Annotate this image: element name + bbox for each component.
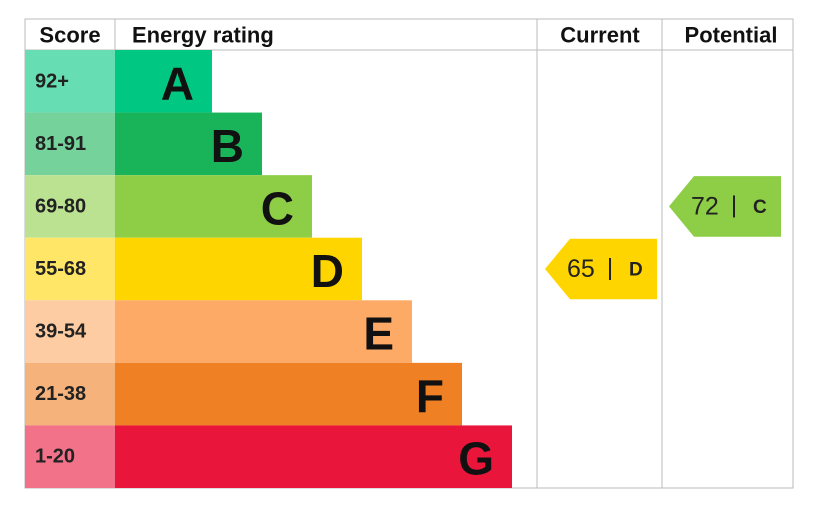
score-label: 21-38 (35, 383, 86, 405)
score-cell (25, 237, 115, 301)
score-label: 39-54 (35, 321, 87, 343)
current-letter: D (629, 260, 643, 281)
score-label: 55-68 (35, 258, 86, 280)
rating-bar (115, 175, 312, 238)
rating-letter: F (416, 370, 444, 422)
current-value: 65 (567, 255, 595, 283)
score-cell (25, 362, 115, 426)
score-label: 92+ (35, 70, 69, 92)
score-cell (25, 50, 115, 113)
score-cell (25, 175, 115, 238)
score-label: 81-91 (35, 133, 86, 155)
score-cell (25, 112, 115, 176)
score-cell (25, 300, 115, 363)
rating-letter: C (261, 182, 294, 234)
potential-value: 72 (691, 192, 719, 220)
rating-letter: D (311, 245, 344, 297)
score-label: 69-80 (35, 195, 86, 217)
potential-letter: C (753, 197, 767, 218)
current-arrow (545, 238, 657, 300)
rating-letter: B (211, 120, 244, 172)
rating-bar (115, 237, 362, 301)
rating-bar (115, 50, 212, 113)
header-potential: Potential (685, 23, 778, 48)
header-current: Current (560, 23, 640, 48)
rating-letter: E (363, 308, 394, 360)
score-label: 1-20 (35, 446, 75, 468)
header-score: Score (39, 23, 100, 48)
score-cell (25, 425, 115, 488)
rating-bar (115, 425, 512, 488)
rating-bar (115, 362, 462, 426)
rating-bar (115, 300, 412, 363)
rating-bar (115, 112, 262, 176)
rating-letter: G (458, 433, 494, 485)
rating-letter: A (161, 57, 194, 109)
potential-arrow (669, 176, 781, 237)
header-rating: Energy rating (132, 23, 274, 48)
